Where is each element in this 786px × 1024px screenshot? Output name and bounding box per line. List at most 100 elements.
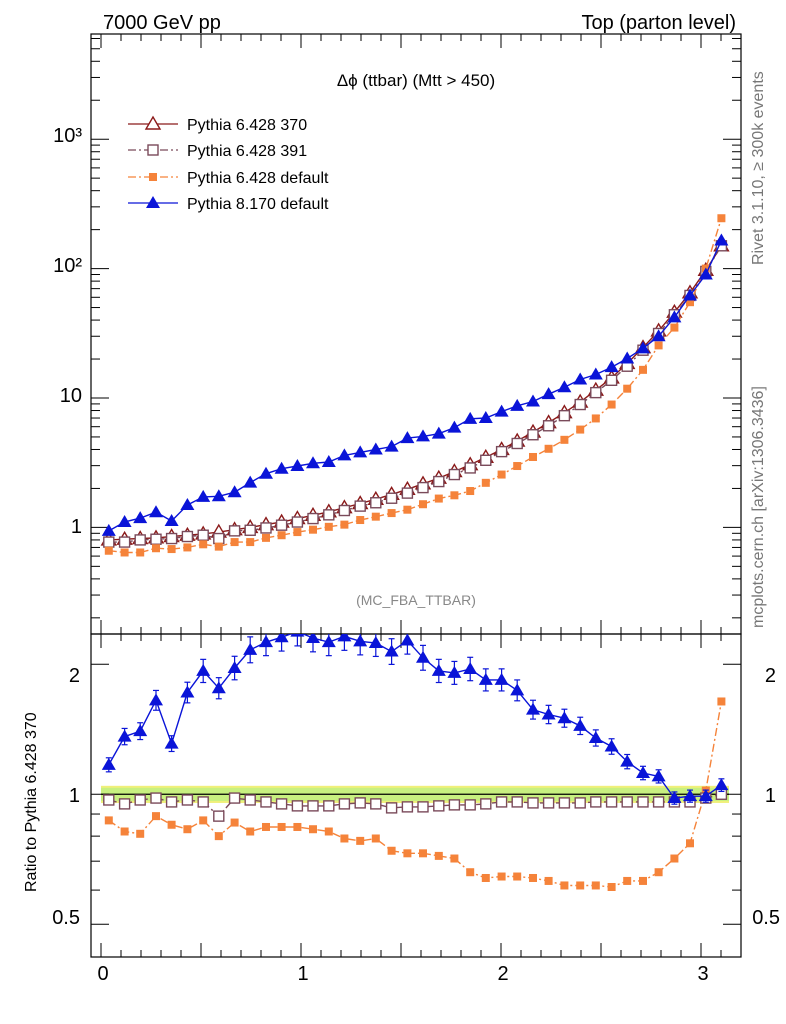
ratio-point	[275, 798, 288, 810]
ratio-point	[590, 796, 602, 808]
header-right: Top (parton level)	[581, 12, 736, 34]
data-point	[686, 298, 694, 307]
data-point	[324, 522, 333, 531]
ratio-point	[120, 827, 129, 836]
ratio-point	[101, 757, 116, 770]
data-point	[560, 435, 569, 444]
ratio-point	[463, 662, 478, 675]
ratio-point	[337, 634, 352, 642]
data-point	[558, 409, 571, 422]
ratio-point	[591, 881, 600, 890]
data-point	[495, 445, 508, 458]
ratio-ytick-label-right: 2	[765, 665, 776, 687]
ratio-point	[291, 800, 304, 812]
ratio-point	[448, 799, 461, 811]
ratio-point	[353, 634, 368, 647]
data-point	[387, 509, 396, 518]
ratio-point	[623, 876, 632, 885]
ratio-point	[277, 822, 286, 831]
ratio-point	[447, 665, 462, 678]
ratio-point	[199, 816, 208, 825]
data-point	[323, 509, 335, 521]
data-point	[227, 485, 242, 498]
ratio-point	[259, 635, 273, 648]
data-point	[447, 420, 462, 433]
ratio-point	[230, 818, 239, 827]
ratio-point	[307, 800, 319, 812]
ratio-line	[108, 701, 723, 888]
main-ticks	[91, 34, 741, 634]
data-point	[211, 489, 226, 502]
data-point	[494, 404, 509, 417]
data-point	[574, 398, 586, 411]
ratio-point	[510, 683, 525, 696]
ratio-point	[481, 873, 490, 882]
ratio-point	[134, 794, 146, 806]
ratio-point	[368, 635, 383, 648]
ratio-point	[419, 849, 427, 858]
ratio-point	[464, 799, 476, 811]
reference-band	[101, 785, 729, 803]
ratio-point	[197, 796, 209, 808]
legend-marker	[144, 115, 162, 130]
data-point	[214, 542, 223, 551]
data-point	[371, 512, 380, 521]
data-point	[118, 536, 131, 548]
ratio-point	[149, 693, 163, 706]
data-point	[670, 323, 679, 332]
data-point	[416, 429, 430, 442]
ratio-point	[431, 663, 446, 676]
ratio-point	[637, 796, 649, 808]
data-point	[623, 384, 632, 393]
ratio-ytick-label: 1	[69, 785, 80, 807]
data-point	[167, 545, 176, 554]
data-point	[104, 546, 113, 555]
ratio-frame	[90, 633, 742, 958]
ratio-point	[401, 801, 414, 813]
analysis-annotation: (MC_FBA_TTBAR)	[356, 592, 476, 608]
legend-label: Pythia 6.428 391	[187, 143, 307, 160]
ratio-point	[480, 798, 492, 810]
data-point	[134, 534, 146, 546]
ratio-point	[117, 729, 132, 742]
ratio-point	[164, 736, 179, 749]
ratio-point	[400, 634, 415, 646]
ratio-point	[321, 635, 336, 648]
data-point	[573, 372, 588, 385]
legend-entry: Pythia 6.428 370	[128, 115, 307, 134]
ratio-point	[497, 872, 506, 881]
ratio-point	[356, 836, 365, 845]
ratio-point	[309, 825, 317, 834]
ratio-point	[323, 800, 335, 812]
ratio-point	[306, 634, 320, 644]
main-series-group	[100, 214, 730, 557]
data-point	[291, 516, 304, 528]
ratio-point	[494, 672, 509, 685]
ratio-point	[183, 825, 192, 834]
series-line	[108, 240, 723, 532]
ratio-point	[511, 796, 523, 808]
ratio-point	[262, 822, 270, 831]
source-text: mcplots.cern.ch [arXiv:1306.3436]	[750, 386, 767, 628]
data-point	[244, 524, 256, 536]
ratio-point	[686, 839, 694, 848]
data-point	[181, 530, 194, 543]
ratio-point	[495, 796, 508, 808]
data-point	[497, 470, 506, 479]
xtick-label: 1	[297, 963, 308, 985]
ratio-point	[604, 739, 619, 752]
data-point	[246, 538, 255, 547]
data-point	[478, 411, 493, 424]
data-point	[431, 426, 446, 439]
legend-marker	[146, 196, 160, 208]
ratio-point	[150, 792, 162, 804]
xtick-label: 3	[697, 963, 708, 985]
data-point	[511, 437, 523, 450]
ratio-point	[433, 800, 445, 812]
data-point	[164, 514, 179, 527]
ratio-point	[244, 794, 256, 806]
ratio-point	[338, 798, 351, 810]
data-point	[356, 516, 365, 525]
rivet-version-text: Rivet 3.1.10, ≥ 300k events	[750, 71, 767, 265]
data-point	[385, 492, 398, 504]
